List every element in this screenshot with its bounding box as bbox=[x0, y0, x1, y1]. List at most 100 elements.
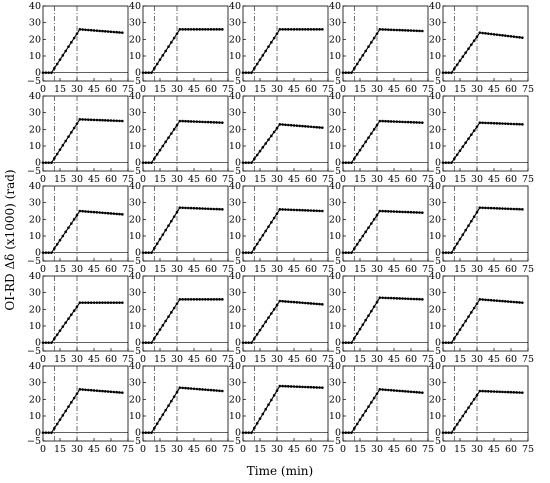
data-point bbox=[370, 309, 373, 313]
series-line bbox=[143, 207, 223, 254]
data-point bbox=[264, 320, 267, 324]
data-point bbox=[372, 128, 376, 131]
data-point bbox=[212, 28, 216, 31]
data-point bbox=[378, 28, 382, 31]
data-point bbox=[98, 29, 101, 33]
data-point bbox=[487, 121, 490, 125]
x-tick-label: 75 bbox=[422, 264, 434, 275]
data-point bbox=[504, 207, 507, 210]
y-tick-label: −5 bbox=[227, 256, 241, 267]
data-point bbox=[187, 387, 190, 390]
data-point bbox=[418, 297, 421, 301]
x-tick-label: 60 bbox=[405, 84, 417, 95]
data-point bbox=[204, 120, 207, 124]
data-point bbox=[150, 251, 153, 254]
data-point bbox=[212, 121, 216, 124]
data-point bbox=[298, 28, 301, 31]
data-point bbox=[81, 301, 84, 304]
y-tick-label: 30 bbox=[29, 108, 41, 119]
data-point bbox=[492, 206, 496, 210]
data-point bbox=[164, 49, 167, 53]
data-point bbox=[472, 39, 476, 42]
data-point bbox=[81, 118, 84, 121]
y-tick-label: 10 bbox=[329, 141, 341, 152]
data-point bbox=[104, 119, 107, 122]
data-point bbox=[258, 58, 262, 61]
data-point bbox=[209, 207, 213, 211]
data-point bbox=[175, 302, 179, 305]
x-tick-label: 45 bbox=[388, 354, 400, 365]
y-tick-label: −5 bbox=[27, 76, 41, 87]
y-tick-label: 0 bbox=[335, 428, 341, 439]
data-point bbox=[406, 29, 410, 32]
data-point bbox=[515, 207, 518, 211]
y-tick-label: 10 bbox=[129, 141, 141, 152]
data-point bbox=[470, 133, 473, 136]
x-tick-label: 45 bbox=[188, 84, 200, 95]
data-point bbox=[350, 161, 353, 164]
data-point bbox=[392, 296, 396, 300]
x-tick-label: 15 bbox=[154, 354, 166, 365]
data-point bbox=[481, 389, 484, 393]
x-tick-label: 60 bbox=[505, 354, 517, 365]
data-point bbox=[178, 298, 182, 301]
data-point bbox=[298, 124, 301, 128]
data-point bbox=[484, 121, 487, 125]
x-tick-label: 60 bbox=[205, 264, 217, 275]
data-point bbox=[398, 210, 401, 214]
data-point bbox=[112, 390, 116, 394]
x-tick-label: 15 bbox=[154, 444, 166, 455]
data-point bbox=[392, 389, 396, 392]
data-point bbox=[355, 422, 359, 426]
data-point bbox=[204, 207, 207, 210]
data-point bbox=[150, 161, 153, 164]
data-point bbox=[109, 212, 113, 215]
data-point bbox=[253, 247, 256, 250]
data-point bbox=[264, 408, 267, 411]
x-tick-label: 75 bbox=[222, 264, 234, 275]
y-tick-label: 10 bbox=[229, 231, 241, 242]
y-tick-label: 20 bbox=[29, 394, 41, 405]
y-tick-label: 20 bbox=[229, 124, 241, 135]
data-point bbox=[464, 141, 467, 144]
data-point bbox=[287, 300, 290, 303]
data-point bbox=[58, 238, 62, 242]
y-tick-label: 40 bbox=[229, 271, 241, 282]
data-point bbox=[244, 341, 248, 344]
data-point bbox=[101, 301, 104, 304]
data-point bbox=[170, 41, 173, 44]
data-point bbox=[489, 206, 493, 210]
data-point bbox=[378, 388, 382, 391]
x-tick-label: 30 bbox=[371, 264, 383, 275]
x-tick-label: 0 bbox=[140, 174, 146, 185]
x-tick-label: 75 bbox=[522, 354, 534, 365]
x-tick-label: 30 bbox=[471, 174, 483, 185]
x-tick-label: 0 bbox=[240, 174, 246, 185]
data-point bbox=[115, 212, 118, 216]
x-tick-label: 60 bbox=[205, 354, 217, 365]
x-tick-label: 75 bbox=[222, 354, 234, 365]
data-point bbox=[384, 296, 387, 300]
data-point bbox=[315, 209, 318, 213]
y-tick-label: 20 bbox=[129, 124, 141, 135]
panel-16: −50 10 20 30 40 0 15 30 45 60 75 bbox=[27, 271, 134, 365]
data-point bbox=[175, 210, 179, 214]
data-point bbox=[81, 28, 84, 31]
y-tick-label: 40 bbox=[29, 91, 41, 102]
data-point bbox=[112, 30, 116, 34]
data-point bbox=[412, 297, 416, 301]
data-point bbox=[198, 387, 201, 391]
data-point bbox=[389, 210, 393, 213]
data-point bbox=[361, 234, 365, 238]
data-point bbox=[406, 297, 410, 301]
data-point bbox=[472, 306, 476, 310]
panel-1: −50 10 20 30 40 0 15 30 45 60 75 bbox=[27, 1, 134, 95]
y-tick-label: 40 bbox=[429, 1, 441, 12]
data-point bbox=[192, 120, 196, 123]
data-point bbox=[78, 388, 82, 391]
x-tick-label: 45 bbox=[88, 264, 100, 275]
data-point bbox=[370, 401, 373, 404]
data-point bbox=[292, 385, 296, 388]
data-point bbox=[61, 144, 65, 147]
data-point bbox=[467, 224, 470, 227]
